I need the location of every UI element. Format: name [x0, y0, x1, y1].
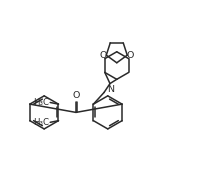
Text: H₃C: H₃C: [33, 98, 49, 107]
Text: H₃C: H₃C: [33, 118, 49, 127]
Text: N: N: [107, 85, 114, 94]
Text: O: O: [100, 51, 107, 60]
Text: O: O: [73, 91, 80, 100]
Text: O: O: [126, 51, 134, 60]
